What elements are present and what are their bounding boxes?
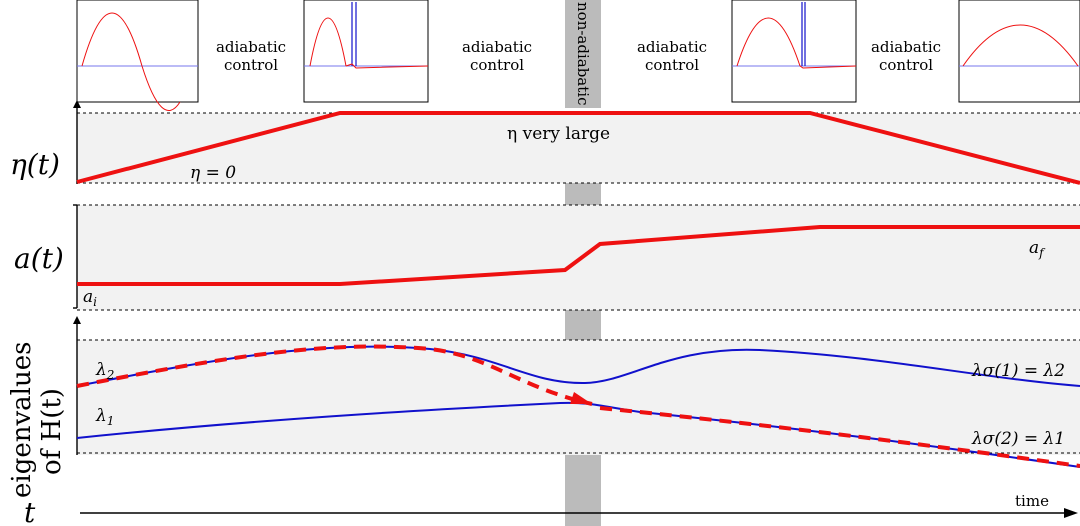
phase-label-3b: control	[645, 56, 699, 74]
phase-label-3: adiabatic	[637, 38, 707, 56]
lambda2-label: λ2	[95, 360, 114, 382]
thumbnail-3	[731, 0, 857, 103]
eigen-ylabel-2: of H(t)	[37, 388, 67, 475]
eta-panel	[73, 100, 1080, 185]
thumbnail-2	[303, 0, 429, 103]
thumbnail-1	[76, 0, 199, 112]
thumbnail-4	[958, 0, 1080, 103]
nonadiabatic-strip-top	[565, 0, 601, 108]
eigen-ylabel-1: eigenvalues	[7, 342, 37, 498]
nonadiabatic-strip-a	[565, 310, 601, 340]
phase-label-1b: control	[224, 56, 278, 74]
nonadiabatic-strip-time	[565, 455, 601, 526]
lambda1-label: λ1	[95, 406, 114, 428]
trajectory-curve-2	[599, 406, 1080, 468]
time-label: time	[1015, 492, 1049, 510]
nonadiabatic-label: non-adiabatic	[574, 2, 592, 105]
eta-large-label: η very large	[507, 124, 610, 144]
end-bottom-label: λσ(2) = λ1	[971, 429, 1065, 449]
a-panel	[73, 204, 1080, 311]
nonadiabatic-strip-eta	[565, 183, 601, 205]
phase-label-2: adiabatic	[462, 38, 532, 56]
phase-label-4: adiabatic	[871, 38, 941, 56]
a-curve	[77, 225, 1080, 286]
phase-label-2b: control	[470, 56, 524, 74]
eta-zero-label: η = 0	[190, 163, 236, 183]
eta-curve	[76, 111, 1080, 185]
eigen-panel	[73, 316, 1080, 468]
phase-label-1: adiabatic	[216, 38, 286, 56]
phase-label-4b: control	[879, 56, 933, 74]
a-initial-label: ai	[83, 287, 97, 309]
a-ylabel: a(t)	[14, 242, 64, 275]
a-final-label: af	[1029, 238, 1046, 260]
end-top-label: λσ(1) = λ2	[971, 361, 1065, 381]
time-symbol: t	[24, 496, 36, 526]
time-axis	[80, 508, 1078, 518]
eta-ylabel: η(t)	[10, 148, 60, 181]
